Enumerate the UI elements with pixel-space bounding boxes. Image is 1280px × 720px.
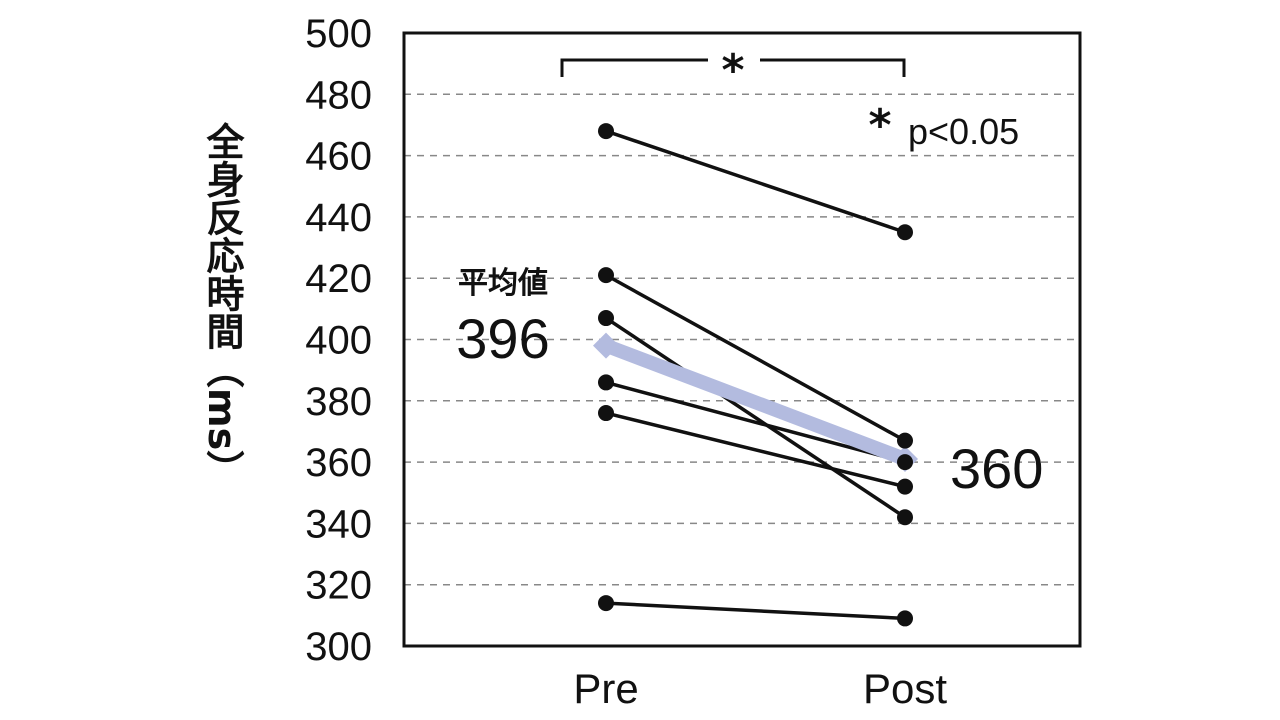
y-tick-label-300: 300 — [305, 625, 372, 669]
y-tick-labels: 300 320 340 360 380 400 420 440 460 480 500 — [305, 12, 372, 669]
y-tick-label-460: 460 — [305, 135, 372, 179]
y-tick-label-400: 400 — [305, 319, 372, 363]
subject-lines — [605, 129, 906, 621]
subject-line-3 — [605, 316, 906, 519]
subject-point-6-post — [897, 610, 913, 627]
subject-line-1 — [605, 129, 906, 234]
plot-frame — [402, 31, 1082, 648]
y-tick-label-440: 440 — [305, 196, 372, 240]
y-tick-label-480: 480 — [305, 73, 372, 117]
subject-point-2-post — [897, 432, 913, 449]
subject-points — [598, 123, 913, 627]
y-axis-label: 全身反応時間（ms） — [200, 121, 245, 488]
y-tick-label-420: 420 — [305, 257, 372, 301]
subject-point-2-pre — [598, 267, 614, 284]
significance-note-asterisk: * — [868, 100, 891, 151]
significance-asterisk: * — [721, 45, 744, 96]
mean-label: 平均値 — [458, 266, 548, 301]
y-tick-label-500: 500 — [305, 12, 372, 56]
subject-point-4-post — [897, 454, 913, 471]
y-tick-label-360: 360 — [305, 441, 372, 485]
y-tick-label-380: 380 — [305, 380, 372, 424]
subject-line-4 — [605, 380, 906, 464]
y-tick-label-320: 320 — [305, 564, 372, 608]
subject-point-6-pre — [598, 595, 614, 612]
subject-line-5 — [605, 411, 906, 489]
y-tick-label-340: 340 — [305, 502, 372, 546]
subject-point-1-pre — [598, 123, 614, 140]
significance-note: p<0.05 — [908, 111, 1019, 152]
subject-line-6 — [605, 601, 906, 621]
mean-post-value: 360 — [950, 437, 1043, 500]
subject-point-1-post — [897, 224, 913, 241]
mean-line — [599, 338, 912, 467]
subject-point-3-post — [897, 509, 913, 526]
mean-marker-pre — [593, 332, 619, 359]
x-tick-label-pre: Pre — [573, 665, 638, 712]
subject-point-5-post — [897, 478, 913, 495]
subject-point-3-pre — [598, 310, 614, 327]
mean-pre-value: 396 — [456, 307, 549, 370]
subject-line-2 — [605, 273, 906, 443]
subject-point-4-pre — [598, 374, 614, 391]
subject-point-5-pre — [598, 405, 614, 422]
significance-bracket — [560, 58, 906, 77]
x-tick-label-post: Post — [863, 665, 947, 712]
